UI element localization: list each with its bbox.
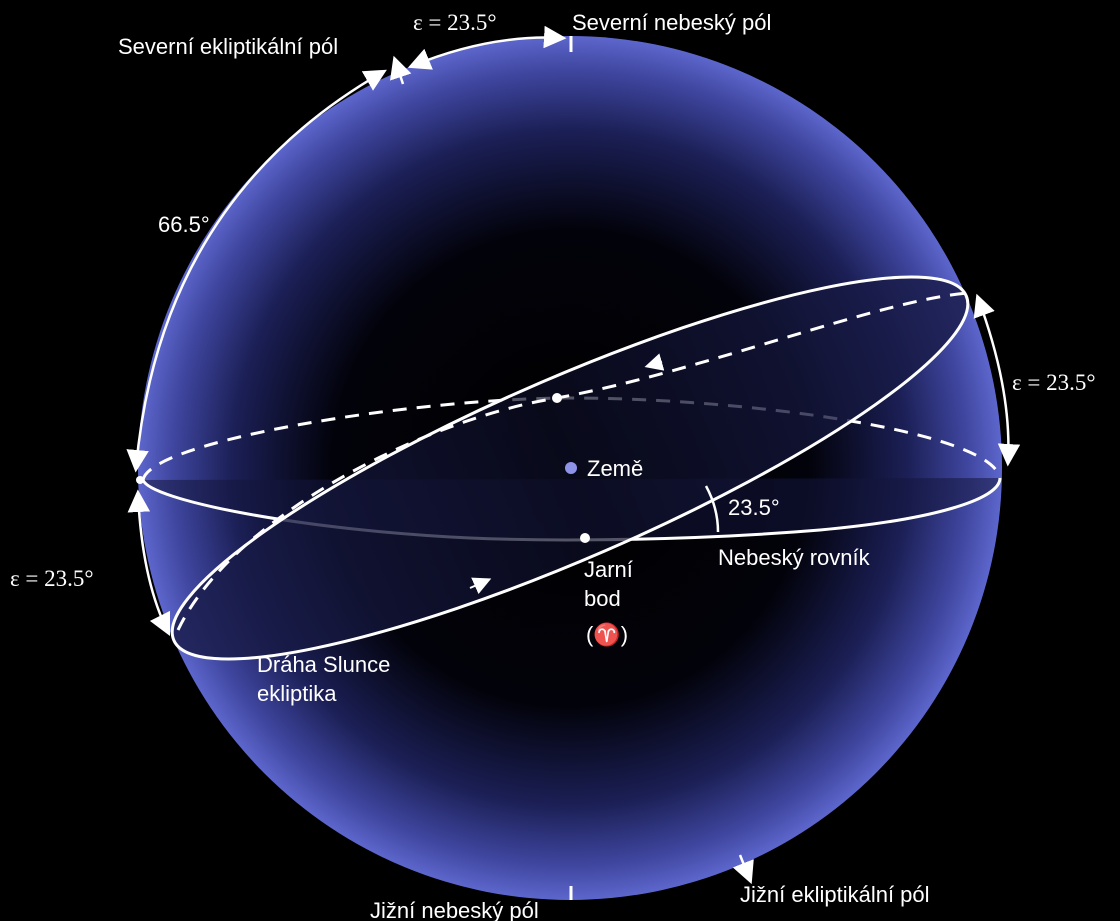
south-celestial-pole-label: Jižní nebeský pól [370,898,539,921]
vernal-point [580,533,590,543]
right-epsilon-arrow [973,293,1021,467]
vernal-point-label-line2: bod [584,586,621,611]
celestial-equator-label: Nebeský rovník [718,545,871,570]
ecliptic-node-back-point [552,393,562,403]
right-epsilon-label: ε = 23.5° [1012,370,1096,395]
left-66-arrow [126,69,387,473]
ecliptic-direction-arrow-front [469,577,492,595]
top-epsilon-arrow [407,25,567,70]
north-ecliptic-pole-arrow [390,55,412,85]
earth-label: Země [587,456,643,481]
ecliptic-direction-arrow-back [644,353,665,371]
vernal-point-symbol: (♈) [586,622,628,647]
left-epsilon-arrow [127,489,171,637]
left-epsilon-label: ε = 23.5° [10,566,94,591]
south-ecliptic-pole-label: Jižní ekliptikální pól [740,882,930,907]
top-epsilon-label: ε = 23.5° [413,10,497,35]
vernal-point-label-line1: Jarní [584,557,633,582]
left-equator-point [136,476,144,484]
north-celestial-pole-label: Severní nebeský pól [572,10,771,35]
inclination-angle-label: 23.5° [728,495,780,520]
complement-angle-label: 66.5° [158,212,210,237]
sun-path-label-line2: ekliptika [257,681,337,706]
south-ecliptic-pole-arrow [732,854,754,885]
north-ecliptic-pole-label: Severní ekliptikální pól [118,34,338,59]
earth-dot [565,462,577,474]
inclination-arc [704,485,720,533]
sun-path-label-line1: Dráha Slunce [257,652,390,677]
